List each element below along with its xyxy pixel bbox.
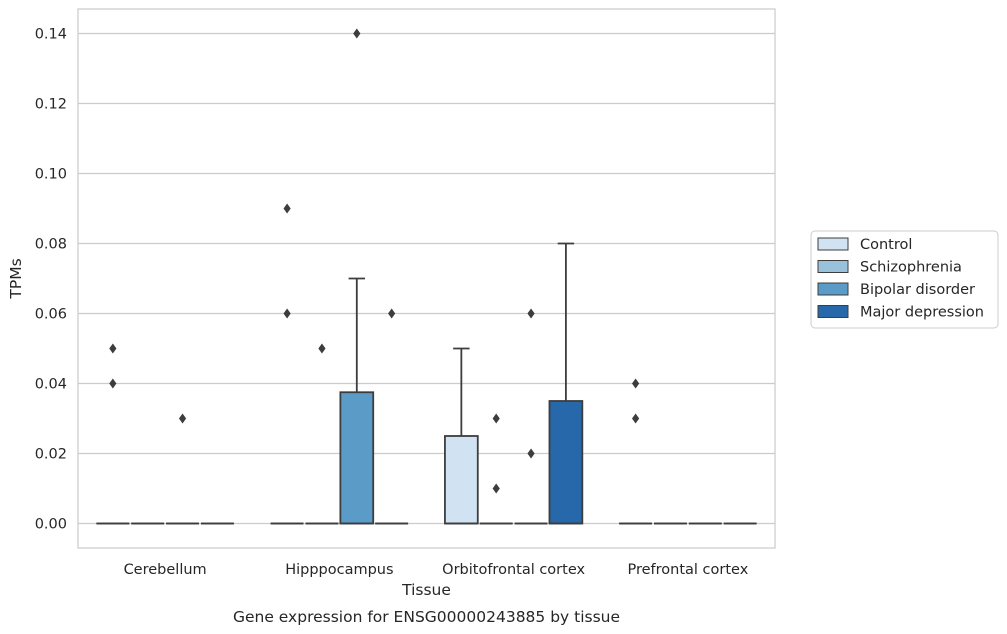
- outlier-point: [178, 413, 187, 424]
- outlier-point: [492, 483, 500, 494]
- plot-frame: [77, 8, 776, 549]
- outlier-point: [318, 343, 326, 354]
- x-axis-title: Tissue: [401, 581, 451, 599]
- box-bipolar-disorder: [339, 28, 375, 525]
- legend-swatch: [817, 237, 849, 251]
- box-body: [339, 391, 375, 525]
- box-major-depression: [375, 308, 409, 525]
- outlier-point: [388, 308, 396, 319]
- outlier-point: [492, 413, 500, 424]
- outlier-point: [283, 308, 291, 319]
- box-body: [444, 435, 479, 525]
- y-tick-label: 0.14: [35, 27, 67, 43]
- box-control: [96, 343, 130, 525]
- outlier-point: [527, 448, 535, 459]
- box-control: [444, 347, 479, 525]
- box-major-depression: [548, 242, 584, 525]
- outlier-point: [632, 378, 640, 389]
- outlier-point: [527, 308, 535, 319]
- legend-swatch: [817, 282, 849, 296]
- box-control: [270, 203, 304, 525]
- chart-title: Gene expression for ENSG00000243885 by t…: [233, 608, 620, 626]
- legend-label: Schizophrenia: [860, 260, 962, 276]
- legend: Control Schizophrenia Bipolar disorder Majo…: [810, 230, 999, 329]
- outlier-point: [109, 343, 117, 354]
- outlier-point: [353, 28, 361, 39]
- gridlines: [78, 32, 775, 525]
- legend-label: Control: [860, 237, 912, 253]
- box-bipolar-disorder: [514, 308, 548, 525]
- y-tick-labels: 0.00 0.02 0.04 0.06 0.08 0.10 0.12 0.14: [35, 27, 67, 533]
- x-tick-label: Prefrontal cortex: [627, 562, 748, 578]
- x-tick-labels: Cerebellum Hipppocampus Orbitofrontal cort…: [124, 562, 749, 578]
- y-tick-label: 0.10: [35, 167, 67, 183]
- box-bipolar-disorder: [166, 413, 199, 525]
- box-body: [548, 400, 584, 525]
- outlier-point: [283, 203, 291, 214]
- box-schizophrenia: [479, 413, 513, 525]
- y-tick-label: 0.12: [35, 97, 67, 113]
- y-tick-label: 0.08: [35, 237, 67, 253]
- legend-label: Major depression: [860, 305, 984, 321]
- x-tick-label: Cerebellum: [124, 562, 207, 578]
- x-tick-label: Hipppocampus: [285, 562, 393, 578]
- y-axis-title: TPMs: [7, 258, 25, 299]
- box-layer: [96, 28, 757, 525]
- legend-frame: [810, 230, 999, 329]
- y-tick-label: 0.06: [35, 307, 67, 323]
- legend-label: Bipolar disorder: [860, 282, 975, 298]
- outlier-point: [632, 413, 640, 424]
- x-tick-label: Orbitofrontal cortex: [442, 562, 585, 578]
- y-tick-label: 0.00: [35, 517, 67, 533]
- y-tick-label: 0.04: [35, 377, 67, 393]
- outlier-point: [109, 378, 117, 389]
- box-schizophrenia: [305, 343, 339, 525]
- legend-swatch: [817, 305, 849, 318]
- y-tick-label: 0.02: [35, 447, 67, 463]
- legend-swatch: [817, 260, 849, 273]
- box-control: [619, 378, 653, 525]
